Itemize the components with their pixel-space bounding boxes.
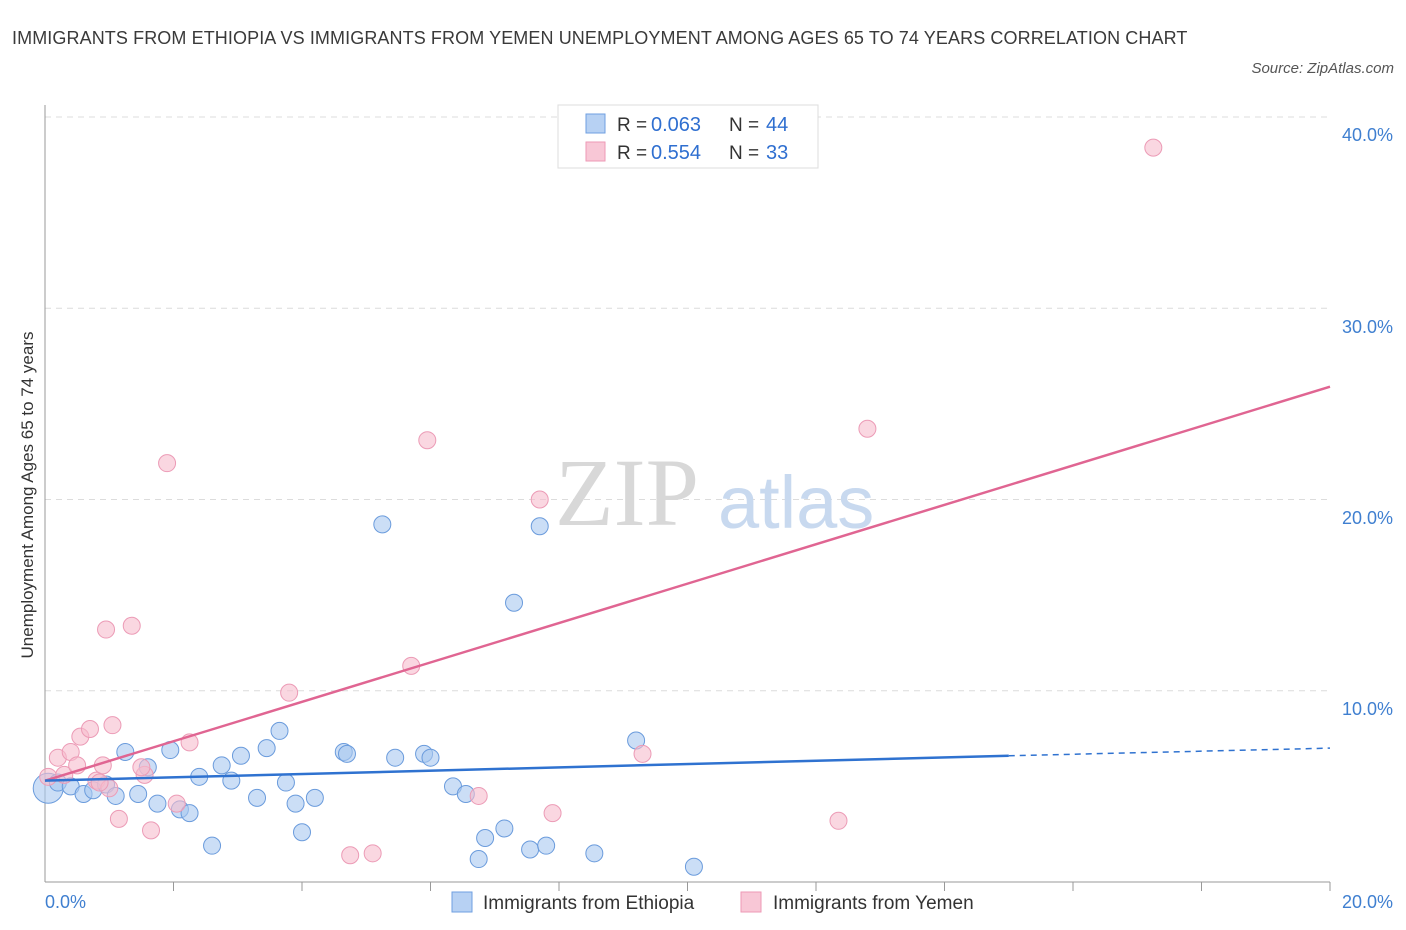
yemen-point bbox=[469, 786, 488, 805]
y-tick-label: 40.0% bbox=[1342, 125, 1393, 145]
yemen-point bbox=[363, 844, 382, 863]
y-tick-label: 10.0% bbox=[1342, 699, 1393, 719]
yemen-point bbox=[280, 683, 299, 702]
yemen-point bbox=[530, 490, 549, 509]
bottom-legend: Immigrants from Ethiopia Immigrants from… bbox=[451, 891, 974, 914]
ethiopia-point bbox=[212, 756, 231, 775]
ethiopia-point bbox=[684, 857, 703, 876]
stats-legend: R = 0.063 N = 44 R = 0.554 N = 33 bbox=[557, 104, 819, 169]
yemen-point bbox=[109, 809, 128, 828]
ethiopia-trend-line bbox=[44, 754, 1009, 782]
stats-n-value-ethiopia: 44 bbox=[766, 114, 788, 136]
yemen-point bbox=[543, 804, 562, 823]
yemen-point bbox=[80, 720, 99, 738]
legend-swatch-yemen bbox=[740, 891, 762, 913]
ethiopia-point bbox=[337, 744, 356, 763]
ethiopia-point bbox=[421, 748, 440, 767]
ethiopia-point bbox=[386, 748, 405, 767]
stats-n-value-yemen: 33 bbox=[766, 142, 788, 164]
ethiopia-point bbox=[180, 804, 199, 823]
watermark-atlas: atlas bbox=[718, 461, 874, 544]
ethiopia-point bbox=[286, 794, 305, 813]
stats-swatch-yemen bbox=[585, 141, 606, 162]
stats-r-value-ethiopia: 0.063 bbox=[651, 114, 701, 136]
ethiopia-point bbox=[537, 836, 556, 855]
stats-n-label: N = bbox=[729, 115, 759, 136]
ethiopia-point bbox=[373, 515, 392, 534]
yemen-point bbox=[142, 821, 161, 840]
stats-swatch-ethiopia bbox=[585, 113, 606, 134]
ethiopia-point bbox=[270, 721, 289, 740]
ethiopia-point bbox=[305, 788, 324, 807]
stats-r-label: R = bbox=[617, 143, 647, 164]
ethiopia-point bbox=[248, 788, 267, 807]
watermark-zip: ZIP bbox=[555, 439, 699, 546]
y-axis-label: Unemployment Among Ages 65 to 74 years bbox=[18, 332, 37, 659]
yemen-point bbox=[158, 454, 177, 473]
series-ethiopia-points bbox=[32, 515, 703, 876]
trend-lines bbox=[44, 385, 1331, 782]
yemen-point bbox=[829, 811, 848, 830]
yemen-point bbox=[97, 620, 116, 639]
ethiopia-point bbox=[148, 794, 167, 813]
ethiopia-point bbox=[276, 773, 295, 792]
yemen-point bbox=[167, 794, 186, 813]
ethiopia-trend-extension bbox=[1008, 747, 1331, 757]
yemen-point bbox=[90, 773, 109, 792]
stats-r-value-yemen: 0.554 bbox=[651, 142, 701, 164]
ethiopia-point bbox=[129, 785, 148, 804]
ethiopia-point bbox=[521, 840, 540, 859]
stats-r-label: R = bbox=[617, 115, 647, 136]
yemen-point bbox=[858, 419, 877, 438]
yemen-point bbox=[132, 758, 151, 777]
ethiopia-point bbox=[257, 739, 276, 758]
x-tick-label-min: 0.0% bbox=[45, 892, 86, 912]
ethiopia-point bbox=[203, 836, 222, 855]
yemen-point bbox=[633, 744, 652, 763]
y-tick-label: 30.0% bbox=[1342, 317, 1393, 337]
chart-title: IMMIGRANTS FROM ETHIOPIA VS IMMIGRANTS F… bbox=[12, 28, 1188, 48]
legend-label-yemen: Immigrants from Yemen bbox=[773, 893, 974, 914]
legend-label-ethiopia: Immigrants from Ethiopia bbox=[483, 893, 695, 914]
yemen-point bbox=[103, 716, 122, 735]
legend-swatch-ethiopia bbox=[451, 891, 473, 913]
ethiopia-point bbox=[476, 829, 495, 848]
yemen-trend-line bbox=[44, 385, 1331, 782]
ethiopia-point bbox=[505, 593, 524, 612]
ethiopia-point bbox=[231, 746, 250, 765]
source-label: Source: ZipAtlas.com bbox=[1251, 60, 1394, 77]
y-tick-label: 20.0% bbox=[1342, 508, 1393, 528]
yemen-point bbox=[341, 846, 360, 865]
ethiopia-point bbox=[469, 850, 488, 869]
axes bbox=[44, 105, 1331, 891]
grid-lines bbox=[45, 116, 1330, 692]
ethiopia-point bbox=[293, 823, 311, 842]
ethiopia-point bbox=[585, 844, 604, 863]
yemen-point bbox=[1144, 138, 1163, 157]
ethiopia-point bbox=[530, 517, 549, 536]
yemen-point bbox=[418, 431, 437, 450]
x-tick-label-max: 20.0% bbox=[1342, 892, 1393, 912]
stats-n-label: N = bbox=[729, 143, 759, 164]
yemen-point bbox=[122, 616, 141, 635]
ethiopia-point bbox=[495, 819, 514, 838]
